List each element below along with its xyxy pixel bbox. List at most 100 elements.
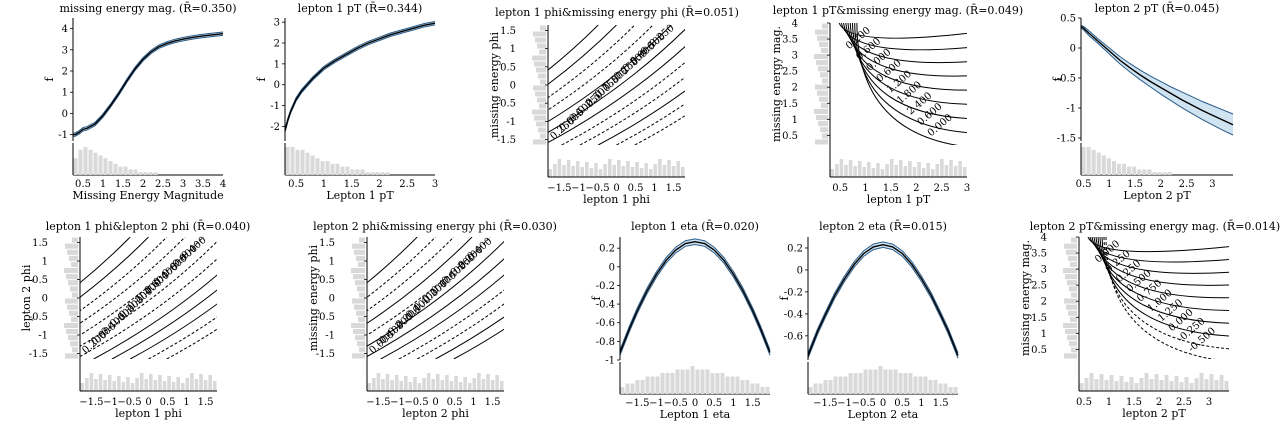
y-tick-label: -1	[605, 356, 615, 367]
marginal-hist-bar	[876, 163, 880, 177]
marginal-hist-bar	[65, 353, 78, 359]
marginal-hist-bar	[481, 379, 486, 391]
hist-bar	[1096, 152, 1101, 175]
x-tick-label: 2	[140, 179, 146, 190]
marginal-hist-bar	[121, 382, 126, 391]
marginal-hist-bar	[1119, 376, 1124, 391]
x-tick-label: 4	[220, 179, 226, 190]
marginal-hist-bar	[903, 166, 908, 177]
x-tick-label: 1	[730, 398, 736, 409]
hist-bar	[735, 376, 740, 394]
hist-bar	[660, 373, 665, 394]
band-lower-edge	[1080, 27, 1234, 136]
marginal-hist-bar	[880, 169, 885, 177]
marginal-hist-bar	[1066, 304, 1077, 310]
contour-line	[548, 25, 599, 71]
x-tick-label: −0.5	[852, 398, 876, 409]
marginal-hist-bar	[355, 280, 365, 286]
y-tick-label: 2	[274, 39, 280, 50]
hist-bar	[700, 369, 705, 394]
marginal-hist-bar	[612, 165, 616, 177]
contour-line	[1091, 237, 1229, 274]
x-axis-label: lepton 1 phi	[583, 193, 650, 206]
marginal-hist-bar	[130, 383, 135, 391]
y-tick-label: -2	[270, 122, 280, 133]
marginal-hist-bar	[862, 167, 867, 177]
marginal-hist-bar	[594, 163, 598, 177]
hist-bar	[330, 163, 335, 175]
marginal-hist-bar	[486, 374, 490, 391]
hist-bar	[73, 158, 78, 175]
marginal-hist-bar	[571, 166, 575, 177]
x-axis-label: Missing Energy Magnitude	[72, 189, 223, 202]
marginal-hist-bar	[815, 84, 828, 90]
marginal-hist-bar	[537, 43, 546, 49]
marginal-hist-bar	[66, 274, 78, 280]
marginal-hist-bar	[814, 54, 828, 60]
y-tick-label: 0.5	[1060, 14, 1076, 25]
marginal-hist-bar	[639, 168, 644, 177]
contour-line	[1093, 237, 1229, 286]
marginal-hist-bar	[185, 378, 190, 391]
x-tick-label: 2.5	[1179, 179, 1195, 190]
marginal-hist-bar	[1134, 383, 1139, 391]
marginal-hist-bar	[671, 166, 676, 177]
y-tick-label: 2	[792, 83, 798, 94]
contour-line	[1101, 237, 1229, 337]
marginal-hist-bar	[208, 375, 212, 391]
marginal-hist-bar	[819, 96, 828, 102]
marginal-hist-bar	[72, 292, 78, 298]
marginal-hist-bar	[358, 261, 365, 267]
marginal-hist-bar	[71, 316, 78, 322]
hist-bar	[883, 369, 888, 394]
marginal-hist-bar	[822, 133, 828, 139]
marginal-hist-bar	[676, 161, 680, 177]
x-tick-label: 0	[432, 397, 438, 408]
y-tick-label: 1	[274, 59, 280, 70]
marginal-hist-bar	[68, 335, 78, 341]
contour-label: -0.400	[177, 235, 209, 264]
y-tick-label: -0.6	[784, 331, 803, 342]
marginal-hist-bar	[817, 35, 828, 41]
marginal-hist-bar	[835, 164, 839, 177]
marginal-hist-bar	[853, 166, 857, 177]
hist-bar	[670, 373, 675, 394]
hist-bar	[1086, 147, 1091, 175]
marginal-hist-bar	[908, 161, 912, 177]
marginal-hist-bar	[539, 103, 546, 109]
marginal-hist-bar	[440, 380, 445, 391]
hist-bar	[745, 380, 750, 394]
band-lower-edge	[619, 243, 771, 356]
y-tick-label: 2	[1041, 297, 1047, 308]
marginal-hist-bar	[70, 341, 78, 347]
y-tick-label: -1	[325, 330, 335, 341]
marginal-hist-bar	[818, 66, 828, 72]
marginal-hist-bar	[1065, 329, 1077, 335]
marginal-hist-bar	[962, 167, 967, 177]
x-tick-label: 0.5	[1076, 397, 1092, 408]
marginal-hist-bar	[458, 382, 463, 391]
marginal-hist-bar	[417, 383, 422, 391]
marginal-hist-bar	[533, 31, 546, 37]
hist-bar	[680, 369, 685, 394]
hist-bar	[1142, 169, 1147, 175]
contour-line	[453, 328, 504, 359]
marginal-hist-bar	[1067, 280, 1077, 286]
hist-bar	[138, 172, 143, 175]
marginal-hist-bar	[533, 85, 546, 91]
y-tick-label: 3	[274, 18, 280, 29]
marginal-hist-bar	[176, 377, 180, 391]
hist-bar	[1116, 163, 1122, 175]
shape-function-line	[807, 243, 959, 356]
marginal-hist-bar	[680, 167, 685, 177]
marginal-hist-bar	[139, 373, 144, 391]
hist-bar	[848, 373, 853, 394]
y-tick-label: -1.5	[29, 349, 48, 360]
marginal-hist-bar	[589, 168, 594, 177]
marginal-hist-bar	[65, 243, 78, 249]
x-tick-label: 0	[613, 183, 619, 194]
marginal-hist-bar	[816, 115, 828, 121]
marginal-hist-bar	[1070, 316, 1077, 322]
marginal-hist-bar	[894, 165, 898, 177]
marginal-hist-bar	[354, 249, 365, 255]
